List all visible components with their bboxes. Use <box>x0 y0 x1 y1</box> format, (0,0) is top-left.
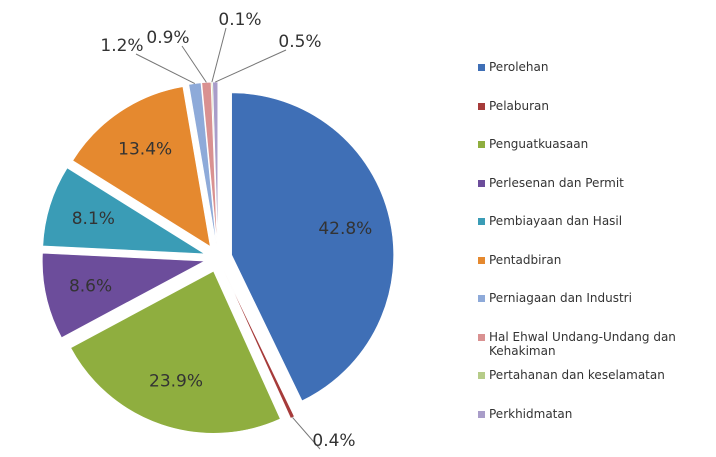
data-label: 0.9% <box>146 28 189 48</box>
data-label: 13.4% <box>118 140 172 160</box>
legend-label: Penguatkuasaan <box>489 137 589 151</box>
leader-line <box>181 45 207 83</box>
legend-label: Perkhidmatan <box>489 406 573 421</box>
data-label: 8.6% <box>69 277 112 297</box>
legend-label: Perlesenan dan Permit <box>489 175 624 190</box>
pie-slice <box>42 252 206 339</box>
legend-item: Pertahanan dan keselamatan <box>478 368 710 407</box>
legend-swatch <box>478 218 485 225</box>
data-label: 0.4% <box>312 431 355 451</box>
leader-line <box>135 53 196 84</box>
legend-swatch <box>478 256 485 264</box>
legend-swatch <box>478 141 485 148</box>
legend-swatch <box>478 295 485 302</box>
legend-item: Perolehan <box>478 60 710 99</box>
legend: Perolehan Pelaburan Penguatkuasaan Perlesen… <box>478 60 710 445</box>
pie-slice <box>70 270 281 434</box>
legend-label: Pelaburan <box>489 98 549 113</box>
legend-label: Pertahanan dan keselamatan <box>489 368 665 382</box>
data-label: 0.1% <box>218 10 261 30</box>
legend-label: Hal Ehwal Undang-Undang dan Kehakiman <box>489 329 676 358</box>
legend-item: Pentadbiran <box>478 253 710 292</box>
legend-swatch <box>478 179 485 187</box>
legend-swatch <box>478 410 485 418</box>
chart: 42.8% 0.4% 23.9% 8.6% 8.1% 13.4% 1.2% 0.9% 0.1% 0… <box>42 10 394 451</box>
pie-slice <box>212 81 219 245</box>
data-label: 0.5% <box>278 32 321 52</box>
data-label: 1.2% <box>100 36 143 56</box>
legend-item: Pembiayaan dan Hasil <box>478 214 710 253</box>
data-label: 42.8% <box>318 219 372 239</box>
legend-item: Hal Ehwal Undang-Undang dan Kehakiman <box>478 330 710 369</box>
legend-label: Pembiayaan dan Hasil <box>489 214 623 228</box>
legend-label: Pentadbiran <box>489 252 562 267</box>
legend-item: Perkhidmatan <box>478 407 710 446</box>
leader-line <box>211 27 227 83</box>
legend-item: Pelaburan <box>478 99 710 138</box>
data-label: 23.9% <box>149 372 203 392</box>
legend-swatch <box>478 333 485 341</box>
pie-slice <box>72 86 211 247</box>
legend-item: Perniagaan dan Industri <box>478 291 710 330</box>
data-label: 8.1% <box>72 209 115 229</box>
leader-line <box>292 417 321 450</box>
pie-slice <box>231 92 394 402</box>
legend-swatch <box>478 102 485 110</box>
legend-label: Perolehan <box>489 60 549 74</box>
legend-swatch <box>478 372 485 379</box>
legend-item: Perlesenan dan Permit <box>478 176 710 215</box>
pie-slice <box>188 82 217 245</box>
legend-swatch <box>478 64 485 71</box>
legend-label: Perniagaan dan Industri <box>489 291 632 305</box>
legend-item: Penguatkuasaan <box>478 137 710 176</box>
leader-line <box>215 49 287 83</box>
pie-slice <box>42 167 206 255</box>
